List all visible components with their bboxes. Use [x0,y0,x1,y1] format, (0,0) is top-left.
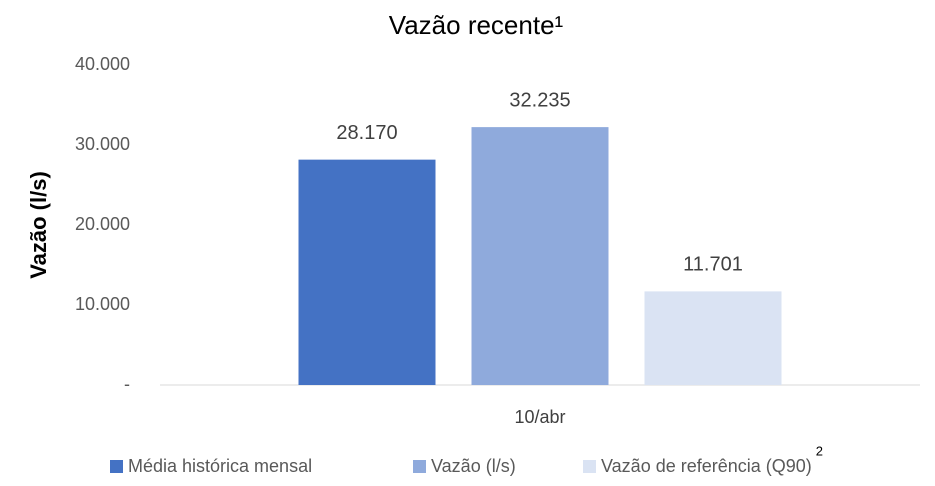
y-tick-label: 40.000 [75,54,130,74]
y-tick-label: - [124,374,130,394]
legend-label: Vazão de referência (Q90) [601,456,812,476]
y-tick-label: 30.000 [75,134,130,154]
x-tick-label: 10/abr [514,407,565,427]
legend-swatch [583,460,596,473]
value-label: 28.170 [336,122,397,144]
value-label: 32.235 [509,89,570,111]
legend-superscript: 2 [816,443,823,458]
y-axis-label: Vazão (l/s) [26,171,51,279]
y-tick-label: 10.000 [75,294,130,314]
chart-title: Vazão recente¹ [389,10,564,40]
legend-label: Vazão (l/s) [431,456,516,476]
bar [471,127,609,386]
bar [644,291,782,385]
bar [298,159,436,385]
legend-label: Média histórica mensal [128,456,312,476]
legend-swatch [110,460,123,473]
legend-swatch [413,460,426,473]
y-tick-label: 20.000 [75,214,130,234]
value-label: 11.701 [683,254,743,276]
